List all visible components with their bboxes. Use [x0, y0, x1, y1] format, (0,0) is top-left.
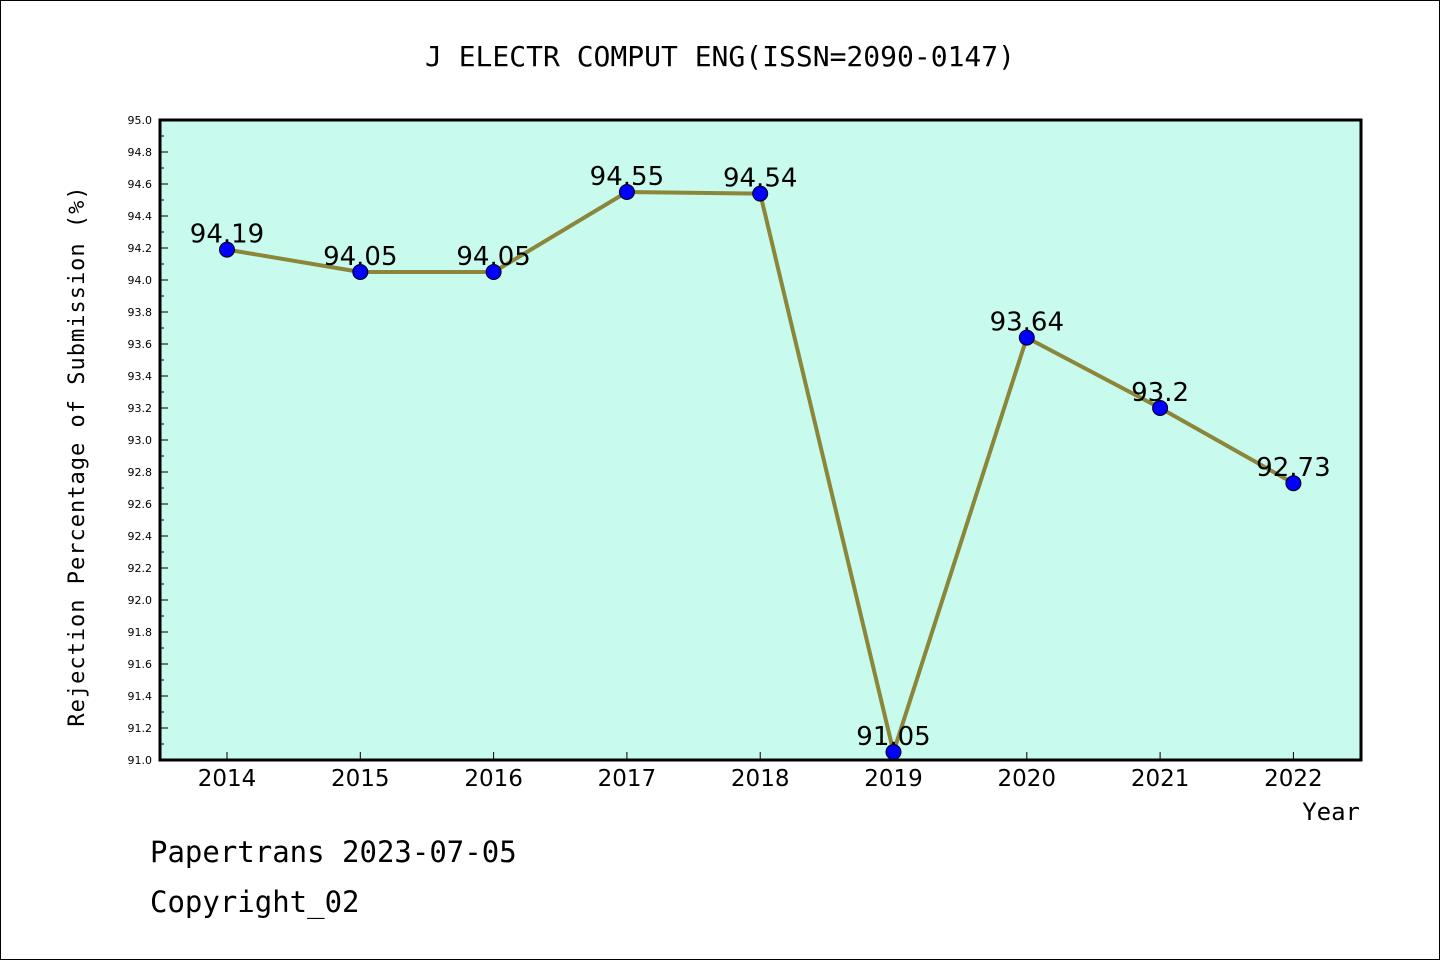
y-tick-label: 92.8	[128, 466, 153, 479]
y-tick-label: 93.8	[128, 306, 153, 319]
data-label: 93.2	[1131, 378, 1189, 408]
data-points	[219, 184, 1302, 760]
y-tick-label: 94.8	[128, 146, 153, 159]
x-tick-label: 2021	[1131, 766, 1190, 792]
y-tick-label: 91.0	[128, 754, 153, 767]
data-label: 94.05	[456, 242, 530, 272]
x-axis-label: Year	[1302, 798, 1360, 826]
data-point	[352, 264, 369, 280]
data-label: 91.05	[856, 722, 930, 752]
y-tick-label: 93.2	[128, 402, 153, 415]
x-tick-label: 2018	[731, 766, 790, 792]
x-tick-label: 2019	[864, 766, 923, 792]
x-tick-label: 2014	[198, 766, 257, 792]
data-point	[219, 241, 235, 258]
data-labels: 94.19 94.05 94.05 94.55 94.54 91.05 93.64 93.2 9…	[190, 162, 1331, 752]
y-tick-label: 94.6	[128, 178, 153, 191]
data-label: 94.55	[590, 162, 664, 192]
x-tick-label: 2020	[998, 766, 1057, 792]
y-tick-label: 94.0	[128, 274, 153, 287]
y-tick-label: 92.0	[128, 594, 153, 607]
data-point	[1285, 475, 1302, 492]
footer-source: Papertrans 2023-07-05	[150, 835, 517, 869]
data-label: 92.73	[1256, 453, 1330, 483]
y-tick-label: 91.6	[128, 658, 153, 671]
y-tick-label: 91.4	[128, 690, 153, 703]
x-tick-label: 2016	[464, 766, 523, 792]
y-tick-label: 93.0	[128, 434, 153, 447]
y-tick-label: 93.6	[128, 338, 153, 351]
plot-border	[158, 118, 1363, 762]
y-tick-label: 92.2	[128, 562, 153, 575]
y-tick-label: 92.6	[128, 498, 153, 511]
x-tick-label: 2022	[1264, 766, 1323, 792]
x-tick-label: 2017	[598, 766, 657, 792]
data-label: 94.05	[323, 242, 397, 272]
y-tick-label: 94.4	[128, 210, 153, 223]
y-tick-label: 91.2	[128, 722, 153, 735]
data-point	[618, 184, 635, 200]
data-label: 94.54	[723, 164, 797, 194]
y-tick-label: 94.2	[128, 242, 153, 255]
data-point	[752, 185, 769, 202]
chart-title: J ELECTR COMPUT ENG(ISSN=2090-0147)	[425, 40, 1015, 73]
y-tick-label: 92.4	[128, 530, 153, 543]
x-tick-label: 2015	[331, 766, 390, 792]
y-tick-label: 93.4	[128, 370, 153, 383]
axis-ticks: 91.0 91.2 91.4 91.6 91.8 92.0 92.2 92.4 92.6 92.8…	[128, 114, 1323, 792]
y-axis-label: Rejection Percentage of Submission (%)	[65, 185, 90, 726]
data-point	[485, 264, 502, 280]
data-label: 94.19	[190, 220, 264, 250]
footer-copyright: Copyright_02	[150, 885, 360, 919]
data-point	[1018, 329, 1035, 346]
y-tick-label: 95.0	[128, 114, 153, 127]
y-tick-label: 91.8	[128, 626, 153, 639]
plot-area	[160, 120, 1361, 760]
data-label: 93.64	[990, 308, 1064, 338]
data-point	[1152, 400, 1169, 416]
